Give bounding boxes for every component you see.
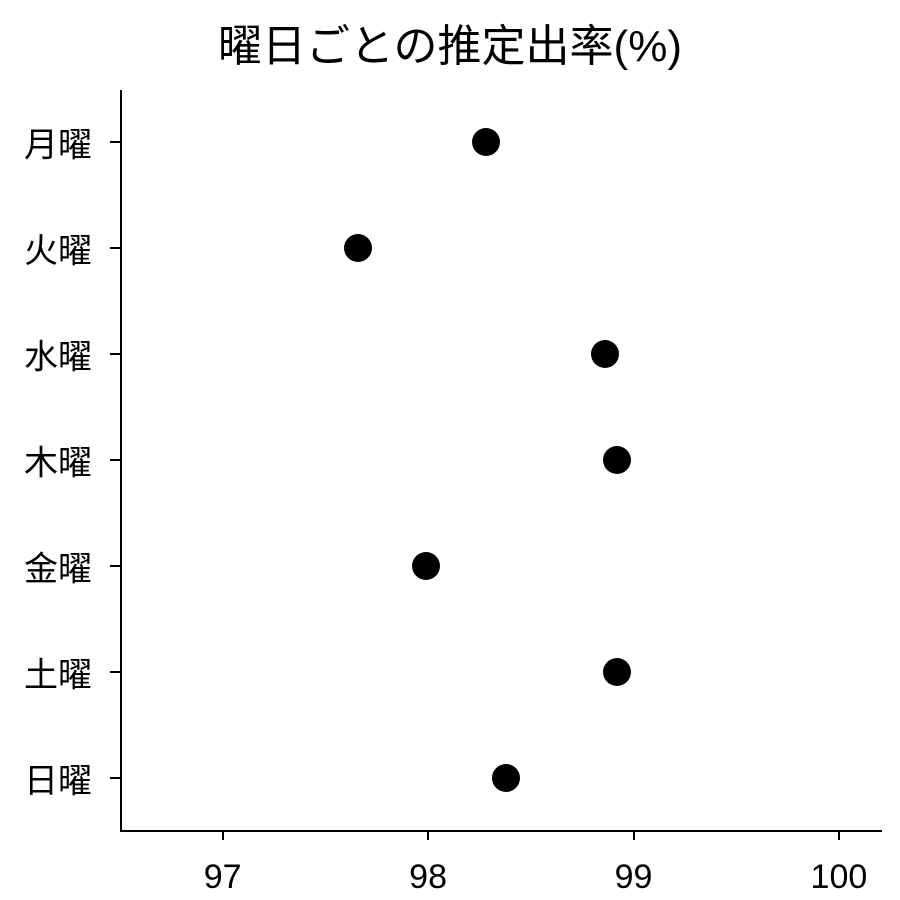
data-point [344,234,372,262]
x-axis-label: 97 [204,858,242,897]
y-tick [110,353,120,355]
chart-title: 曜日ごとの推定出率(%) [0,10,900,74]
data-point [603,658,631,686]
y-axis-label: 水曜 [24,329,92,378]
x-tick [633,830,635,840]
x-axis-label: 100 [811,858,868,897]
y-tick [110,777,120,779]
x-axis-label: 98 [409,858,447,897]
data-point [472,128,500,156]
x-tick [222,830,224,840]
data-point [591,340,619,368]
y-tick [110,459,120,461]
y-axis-label: 月曜 [24,117,92,166]
data-point [603,446,631,474]
data-point [412,552,440,580]
x-tick [427,830,429,840]
y-tick [110,671,120,673]
y-axis-label: 木曜 [24,436,92,485]
chart-container: 曜日ごとの推定出率(%) 月曜火曜水曜木曜金曜土曜日曜 97 98 99 100 [0,0,900,900]
y-axis-label: 金曜 [24,542,92,591]
x-tick [838,830,840,840]
y-axis-label: 日曜 [24,754,92,803]
y-tick [110,565,120,567]
data-point [492,764,520,792]
plot-area [120,90,882,832]
y-tick [110,141,120,143]
y-tick [110,247,120,249]
y-axis-label: 火曜 [24,223,92,272]
y-axis-label: 土曜 [24,648,92,697]
x-axis-label: 99 [615,858,653,897]
